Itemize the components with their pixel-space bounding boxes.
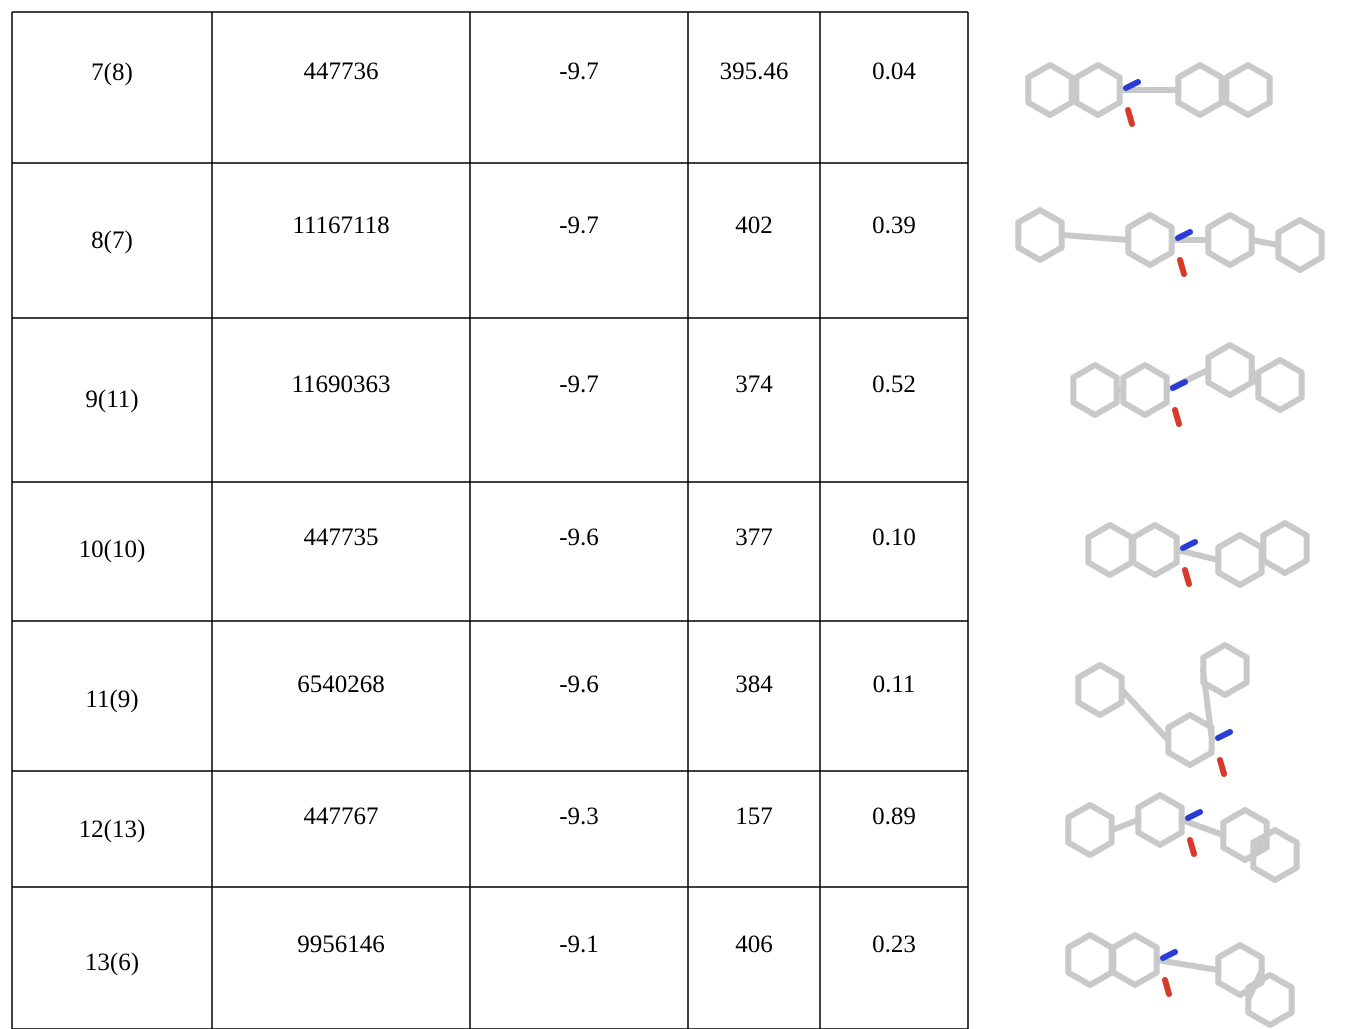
table-cell: 10(10)	[79, 536, 146, 564]
table-cell: 9956146	[297, 931, 385, 959]
table-cell: 374	[735, 371, 773, 399]
table-cell: -9.1	[559, 931, 599, 959]
table-cell: 447735	[304, 524, 379, 552]
molecule-bond	[1180, 260, 1184, 274]
molecule-image	[1028, 65, 1269, 124]
table-cell: 377	[735, 524, 773, 552]
molecule-bond	[1188, 812, 1200, 818]
molecule-image	[1068, 935, 1291, 1025]
table-cell: 0.39	[872, 212, 916, 240]
table-cell: -9.7	[559, 212, 599, 240]
molecule-bond	[1177, 550, 1218, 560]
table-cell: 11167118	[292, 212, 389, 240]
table-grid	[0, 0, 1357, 1029]
molecule-bond	[1175, 410, 1179, 424]
table-cell: -9.3	[559, 803, 599, 831]
molecule-ring	[1248, 975, 1291, 1025]
molecule-image	[1088, 523, 1306, 585]
table-cell: 0.89	[872, 803, 916, 831]
table-cell: 447736	[304, 58, 379, 86]
molecule-ring	[1218, 945, 1261, 995]
molecule-ring	[1128, 215, 1171, 265]
table-cell: 11(9)	[85, 686, 138, 714]
molecule-ring	[1258, 360, 1301, 410]
table-cell: -9.6	[559, 524, 599, 552]
molecule-ring	[1223, 810, 1266, 860]
table-cell: 447767	[304, 803, 379, 831]
molecule-ring	[1208, 345, 1251, 395]
table-cell: 7(8)	[91, 59, 133, 87]
molecule-ring	[1068, 805, 1111, 855]
molecule-ring	[1133, 525, 1176, 575]
table-cell: 0.11	[873, 671, 916, 699]
molecule-bond	[1182, 820, 1223, 835]
molecule-bond	[1183, 542, 1195, 548]
table-cell: 0.04	[872, 58, 916, 86]
molecule-bond	[1252, 240, 1278, 245]
table-cell: 384	[735, 671, 773, 699]
molecule-ring	[1076, 65, 1119, 115]
molecule-ring	[1178, 65, 1221, 115]
table-cell: 0.52	[872, 371, 916, 399]
table-cell: 8(7)	[91, 227, 133, 255]
molecule-ring	[1028, 65, 1071, 115]
molecule-image	[1078, 645, 1246, 774]
molecule-bond	[1218, 732, 1230, 738]
molecule-bond	[1165, 980, 1169, 994]
table-cell: 0.23	[872, 931, 916, 959]
table-cell: 12(13)	[79, 816, 146, 844]
molecule-ring	[1078, 665, 1121, 715]
molecule-ring	[1113, 935, 1156, 985]
table-cell: 11690363	[291, 371, 390, 399]
table-cell: 406	[735, 931, 773, 959]
molecule-bond	[1122, 690, 1168, 740]
molecule-ring	[1073, 365, 1116, 415]
molecule-bond	[1185, 570, 1189, 584]
table-cell: 6540268	[297, 671, 385, 699]
molecule-ring	[1208, 215, 1251, 265]
molecule-bond	[1112, 820, 1138, 830]
molecule-image	[1073, 345, 1301, 424]
molecule-ring	[1138, 795, 1181, 845]
molecule-bond	[1163, 952, 1175, 958]
table-cell: 0.10	[872, 524, 916, 552]
molecule-ring	[1018, 210, 1061, 260]
molecule-bond	[1220, 760, 1224, 774]
molecule-ring	[1123, 365, 1166, 415]
table-cell: 395.46	[720, 58, 789, 86]
molecule-ring	[1218, 535, 1261, 585]
molecule-bond	[1190, 840, 1194, 854]
table-cell: -9.6	[559, 671, 599, 699]
molecule-image	[1068, 795, 1296, 880]
molecule-bond	[1062, 235, 1128, 240]
molecule-ring	[1068, 935, 1111, 985]
molecule-ring	[1226, 65, 1269, 115]
table-cell: -9.7	[559, 58, 599, 86]
table-cell: 9(11)	[85, 386, 138, 414]
molecule-ring	[1088, 525, 1131, 575]
molecule-bond	[1157, 960, 1218, 970]
molecule-image	[1018, 210, 1321, 274]
molecule-ring	[1203, 645, 1246, 695]
table-cell: 402	[735, 212, 773, 240]
table-cell: 157	[735, 803, 773, 831]
molecule-ring	[1168, 715, 1211, 765]
molecule-ring	[1263, 523, 1306, 573]
molecule-ring	[1253, 830, 1296, 880]
table-page: 7(8) 447736 -9.7 395.46 0.04 8(7) 11167118 -9.7…	[0, 0, 1357, 1029]
table-cell: 13(6)	[85, 949, 139, 977]
table-cell: -9.7	[559, 371, 599, 399]
molecule-bond	[1128, 110, 1132, 124]
molecule-ring	[1278, 220, 1321, 270]
